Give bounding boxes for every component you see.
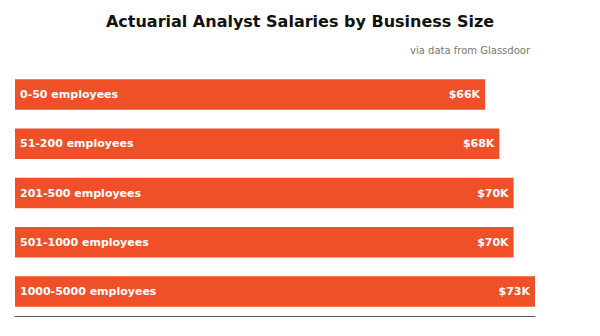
svg-text:$66K: $66K [449,88,481,101]
svg-text:0-50 employees: 0-50 employees [20,88,119,101]
svg-text:via data from Glassdoor: via data from Glassdoor [410,45,531,56]
svg-text:$68K: $68K [463,137,495,150]
svg-text:$70K: $70K [477,236,509,249]
svg-text:1000-5000 employees: 1000-5000 employees [20,285,157,298]
svg-text:$73K: $73K [499,285,531,298]
svg-text:501-1000 employees: 501-1000 employees [20,236,149,249]
svg-text:51-200 employees: 51-200 employees [20,137,134,150]
svg-text:$70K: $70K [477,187,509,200]
svg-text:201-500 employees: 201-500 employees [20,187,142,200]
svg-text:Actuarial Analyst Salaries by: Actuarial Analyst Salaries by Business S… [106,12,494,31]
